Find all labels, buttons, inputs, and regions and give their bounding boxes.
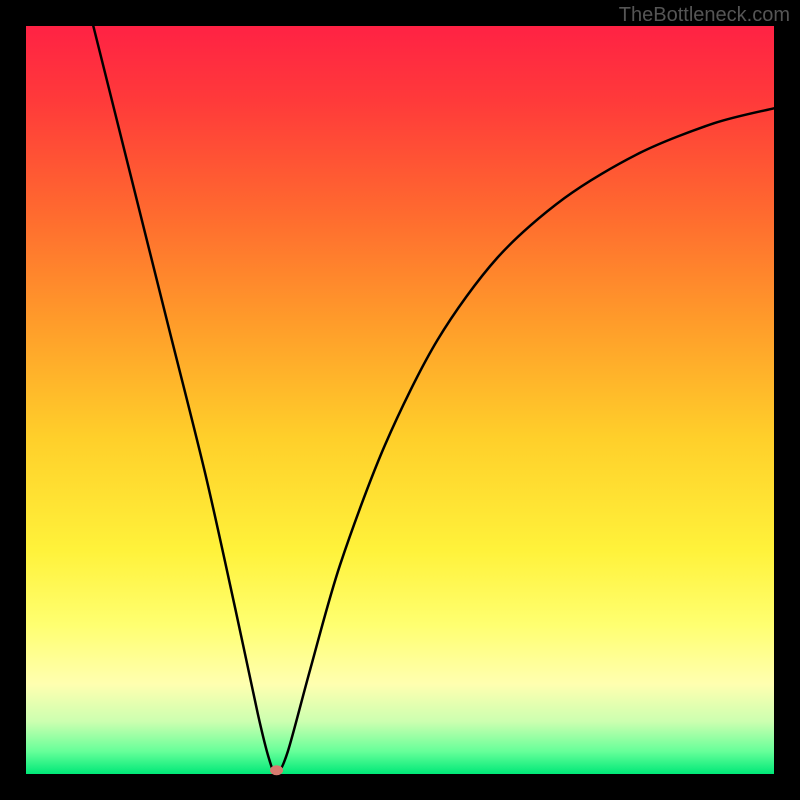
chart-container: TheBottleneck.com bbox=[0, 0, 800, 800]
bottleneck-chart bbox=[0, 0, 800, 800]
watermark-text: TheBottleneck.com bbox=[619, 4, 790, 27]
min-marker bbox=[271, 766, 283, 775]
chart-background bbox=[26, 26, 774, 774]
